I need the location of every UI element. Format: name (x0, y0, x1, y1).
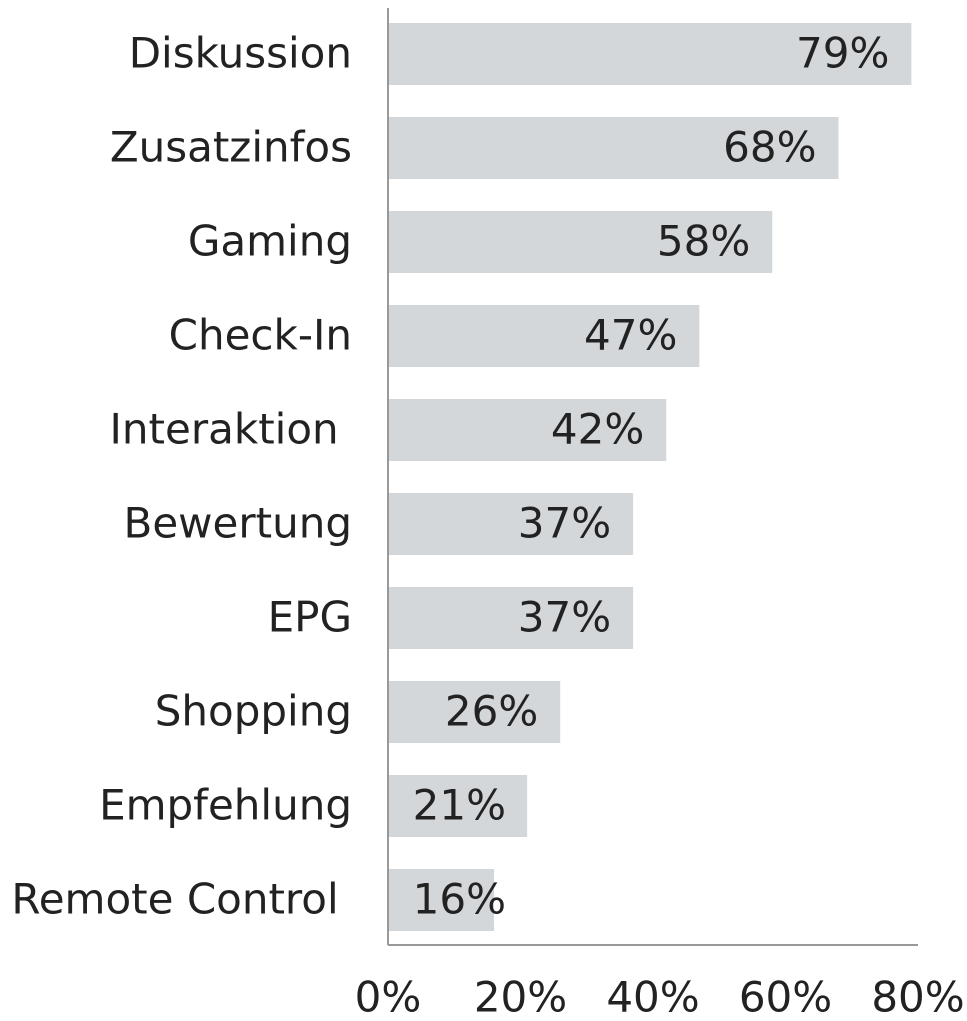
category-label: Interaktion (110, 405, 352, 454)
value-label: 58% (657, 217, 750, 266)
category-label: Empfehlung (99, 781, 352, 830)
bar (388, 775, 528, 837)
value-label: 26% (445, 687, 538, 736)
category-label: EPG (268, 593, 352, 642)
x-tick-label: 0% (355, 973, 422, 1021)
bar (388, 681, 561, 743)
x-tick-label: 60% (739, 973, 832, 1021)
category-label: Check-In (169, 311, 352, 360)
x-tick-label: 80% (871, 973, 964, 1021)
value-label: 68% (723, 123, 816, 172)
bar (388, 117, 839, 179)
bar (388, 869, 494, 931)
category-label: Zusatzinfos (110, 123, 352, 172)
bar (388, 211, 773, 273)
value-label: 16% (413, 875, 506, 924)
x-tick-label: 20% (474, 973, 567, 1021)
category-label: Gaming (188, 217, 352, 266)
bar (388, 587, 634, 649)
category-label: Remote Control (11, 875, 352, 924)
value-label: 79% (796, 29, 889, 78)
bar (388, 399, 667, 461)
value-label: 37% (518, 593, 611, 642)
bar (388, 23, 912, 85)
category-label: Shopping (155, 687, 352, 736)
value-label: 42% (551, 405, 644, 454)
value-label: 37% (518, 499, 611, 548)
value-label: 47% (584, 311, 677, 360)
bar (388, 493, 634, 555)
bar (388, 305, 700, 367)
category-label: Bewertung (124, 499, 352, 548)
x-tick-label: 40% (606, 973, 699, 1021)
category-label: Diskussion (129, 29, 352, 78)
value-label: 21% (413, 781, 506, 830)
